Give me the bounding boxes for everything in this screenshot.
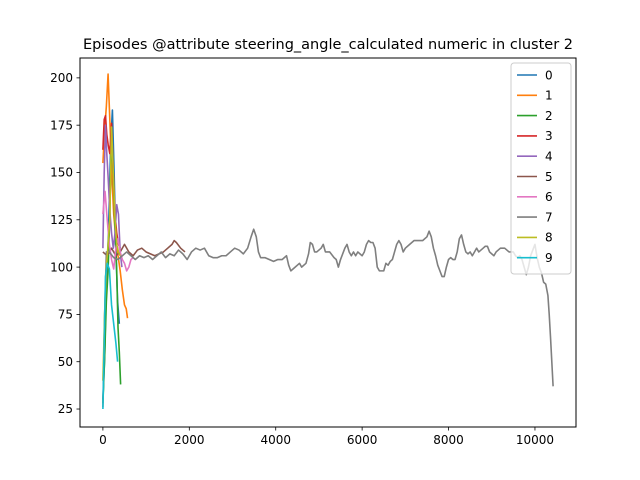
legend: 0 1 2 3 4 5 6 7 8 9 [510, 62, 572, 275]
x-tick-label: 6000 [347, 433, 378, 447]
legend-label-5: 5 [545, 170, 553, 184]
y-tick-label: 200 [50, 71, 73, 85]
legend-label-1: 1 [545, 89, 553, 103]
y-tick-label: 125 [50, 213, 73, 227]
x-tick-label: 0 [99, 433, 107, 447]
legend-label-4: 4 [545, 150, 553, 164]
series-line-7 [102, 228, 554, 408]
x-tick-label: 8000 [433, 433, 464, 447]
legend-label-0: 0 [545, 68, 553, 82]
y-tick-label: 175 [50, 118, 73, 132]
chart-title: Episodes @attribute steering_angle_calcu… [83, 37, 573, 53]
legend-label-6: 6 [545, 190, 553, 204]
y-tick-label: 100 [50, 260, 73, 274]
x-tick-label: 2000 [174, 433, 205, 447]
series-line-5 [102, 239, 186, 257]
y-tick-label: 150 [50, 166, 73, 180]
axis-ticks: 0 2000 4000 6000 8000 10000255075100125150175… [50, 71, 554, 447]
series-line-6 [102, 190, 134, 272]
legend-label-2: 2 [545, 109, 553, 123]
legend-label-7: 7 [545, 210, 553, 224]
legend-label-9: 9 [545, 251, 553, 265]
y-tick-label: 75 [58, 308, 73, 322]
x-tick-label: 10000 [516, 433, 554, 447]
x-tick-label: 4000 [260, 433, 291, 447]
y-tick-label: 25 [58, 402, 73, 416]
legend-label-8: 8 [545, 231, 553, 245]
series-line-9 [102, 262, 119, 410]
y-tick-label: 50 [58, 355, 73, 369]
legend-label-3: 3 [545, 129, 553, 143]
series-layer [102, 73, 554, 410]
series-line-4 [102, 124, 123, 268]
plot-area-frame [79, 57, 577, 428]
